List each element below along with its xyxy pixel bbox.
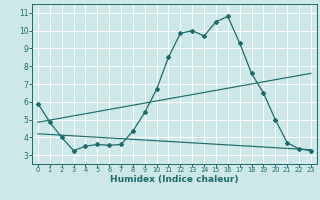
- X-axis label: Humidex (Indice chaleur): Humidex (Indice chaleur): [110, 175, 239, 184]
